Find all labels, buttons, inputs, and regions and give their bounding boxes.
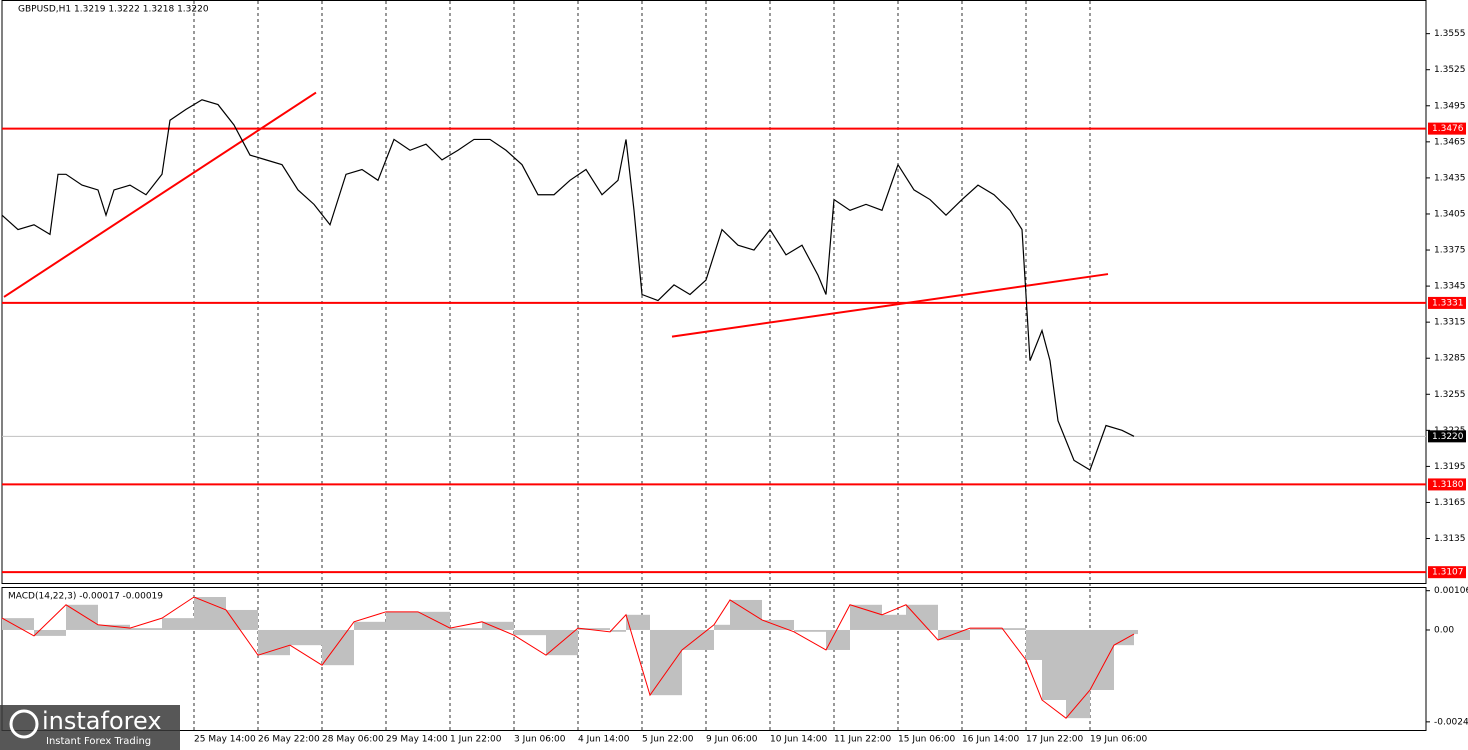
macd-bar xyxy=(258,629,290,656)
watermark-brand: instaforex xyxy=(42,707,162,735)
macd-panel-frame xyxy=(1,587,1427,731)
macd-bar xyxy=(322,629,354,666)
macd-bar xyxy=(970,628,1002,630)
level-label: 1.3180 xyxy=(1432,480,1464,490)
y-tick-label: 1.3465 xyxy=(1434,137,1466,147)
macd-bar xyxy=(290,629,322,646)
macd-bar xyxy=(386,611,418,630)
macd-bar xyxy=(34,629,66,636)
level-label: 1.3476 xyxy=(1432,124,1464,134)
x-tick-label: 26 May 22:00 xyxy=(258,735,320,745)
y-tick-label: 1.3405 xyxy=(1434,209,1466,219)
x-tick-label: 15 Jun 06:00 xyxy=(898,735,955,745)
price-title: GBPUSD,H1 1.3219 1.3222 1.3218 1.3220 xyxy=(18,5,209,15)
price-line xyxy=(1,99,1135,471)
level-label: 1.3107 xyxy=(1432,568,1464,578)
level-box xyxy=(1428,296,1466,309)
macd-bar xyxy=(194,597,226,630)
macd-bar xyxy=(826,629,850,650)
x-tick-label: 9 Jun 06:00 xyxy=(706,735,758,745)
y-tick-label: 1.3285 xyxy=(1434,354,1466,364)
y-tick-label: 0.00106 xyxy=(1434,586,1468,596)
macd-bar xyxy=(850,604,882,630)
macd-bar xyxy=(1114,629,1134,646)
macd-bar xyxy=(1090,629,1114,690)
level-box xyxy=(1428,566,1466,579)
macd-bar xyxy=(762,619,794,630)
y-tick-label: 1.3375 xyxy=(1434,246,1466,256)
macd-bar xyxy=(98,624,130,630)
current-price-box xyxy=(1428,430,1466,443)
macd-bar xyxy=(2,618,34,630)
y-tick-label: 1.3315 xyxy=(1434,318,1466,328)
macd-bar xyxy=(514,629,546,636)
macd-bar xyxy=(226,609,258,630)
y-tick-label: 1.3195 xyxy=(1434,462,1466,472)
macd-bar xyxy=(730,599,762,630)
trend-line xyxy=(671,273,1109,338)
x-tick-label: 1 Jun 22:00 xyxy=(450,735,502,745)
macd-bar xyxy=(650,629,682,696)
y-tick-label: 1.3255 xyxy=(1434,390,1466,400)
x-tick-label: 3 Jun 06:00 xyxy=(514,735,566,745)
macd-bar xyxy=(682,629,714,650)
trend-line xyxy=(3,91,317,298)
macd-bar xyxy=(66,604,98,630)
x-tick-label: 25 May 14:00 xyxy=(194,735,256,745)
x-tick-label: 29 May 14:00 xyxy=(386,735,448,745)
x-tick-label: 5 Jun 22:00 xyxy=(642,735,694,745)
macd-bar xyxy=(1002,628,1026,630)
macd-bar xyxy=(610,629,626,632)
y-tick-label: 1.3345 xyxy=(1434,282,1466,292)
y-tick-label: 1.3495 xyxy=(1434,101,1466,111)
price-panel-frame xyxy=(1,0,1427,584)
y-tick-label: 0.00 xyxy=(1434,625,1454,635)
macd-bar xyxy=(482,621,514,630)
x-tick-label: 19 Jun 06:00 xyxy=(1090,735,1147,745)
y-tick-label: -0.00248 xyxy=(1434,717,1468,727)
macd-bar xyxy=(162,618,194,630)
macd-bar xyxy=(938,629,970,640)
macd-title: MACD(14,22,3) -0.00017 -0.00019 xyxy=(8,592,163,602)
y-tick-label: 1.3435 xyxy=(1434,173,1466,183)
macd-bar xyxy=(354,621,386,630)
macd-bar xyxy=(882,614,906,630)
y-tick-label: 1.3555 xyxy=(1434,29,1466,39)
level-box xyxy=(1428,478,1466,491)
level-box xyxy=(1428,122,1466,135)
macd-bar xyxy=(906,604,938,630)
macd-bar xyxy=(450,628,482,630)
level-label: 1.3331 xyxy=(1432,298,1464,308)
y-tick-label: 1.3165 xyxy=(1434,498,1466,508)
macd-bar xyxy=(794,629,826,632)
macd-signal-line xyxy=(1,596,1135,719)
x-tick-label: 28 May 06:00 xyxy=(322,735,384,745)
watermark-tagline: Instant Forex Trading xyxy=(46,736,151,747)
x-tick-label: 16 Jun 14:00 xyxy=(962,735,1019,745)
current-price-label: 1.3220 xyxy=(1432,432,1464,442)
x-tick-label: 11 Jun 22:00 xyxy=(834,735,891,745)
x-tick-label: 17 Jun 22:00 xyxy=(1026,735,1083,745)
watermark: instaforex Instant Forex Trading xyxy=(0,705,180,750)
y-tick-label: 1.3525 xyxy=(1434,65,1466,75)
macd-bar xyxy=(1066,629,1090,719)
macd-bar xyxy=(1042,629,1066,700)
macd-bar xyxy=(1134,629,1138,635)
x-tick-label: 4 Jun 14:00 xyxy=(578,735,630,745)
macd-bar xyxy=(714,624,730,630)
watermark-logo xyxy=(9,709,39,739)
macd-bar xyxy=(130,628,162,630)
x-tick-label: 10 Jun 14:00 xyxy=(770,735,827,745)
macd-bar xyxy=(1026,629,1042,660)
y-tick-label: 1.3135 xyxy=(1434,534,1466,544)
macd-bar xyxy=(626,614,650,630)
macd-bar xyxy=(578,628,610,630)
